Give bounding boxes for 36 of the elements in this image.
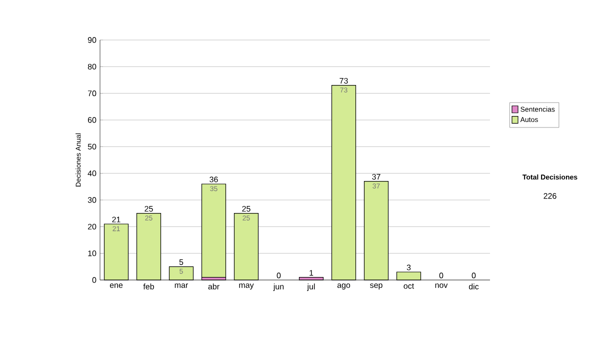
y-tick-label: 30 [88, 197, 96, 203]
x-tick-label: sep [370, 284, 382, 290]
y-tick-label: 40 [88, 170, 96, 176]
total-label: 5 [179, 259, 184, 265]
total-label: 73 [340, 78, 348, 84]
y-tick-label: 90 [88, 37, 96, 43]
x-tick-label: feb [143, 284, 154, 290]
total-label: 25 [242, 206, 250, 212]
y-tick-label: 80 [88, 64, 96, 70]
x-tick-label: abr [208, 284, 220, 290]
total-label: 0 [439, 272, 444, 278]
x-tick-label: dic [468, 284, 479, 290]
bar [201, 184, 226, 278]
x-tick-label: jun [273, 284, 284, 291]
x-tick-label: jul [307, 284, 315, 291]
total-label: 21 [112, 216, 120, 222]
total-label: 37 [372, 174, 380, 180]
x-tick-label: oct [404, 284, 414, 289]
text: 226 [544, 193, 556, 199]
total-label: 25 [144, 206, 153, 212]
x-tick-label: ago [337, 284, 350, 290]
x-tick-label: may [239, 284, 254, 290]
x-tick-label: ene [110, 284, 123, 288]
y-tick-label: 10 [88, 250, 96, 256]
total-label: 0 [276, 272, 281, 278]
total-label: 3 [406, 264, 411, 270]
y-tick-label: 70 [88, 90, 96, 96]
y-tick-label: 50 [88, 144, 96, 150]
x-tick-label: mar [174, 284, 188, 288]
total-label: 36 [210, 176, 218, 182]
y-tick-label: 20 [88, 224, 96, 230]
total-label: 0 [472, 272, 476, 278]
x-tick-label: nov [435, 284, 448, 288]
y-tick-label: 60 [88, 117, 96, 123]
y-tick-label: 0 [92, 277, 96, 283]
total-label: 1 [310, 270, 314, 276]
